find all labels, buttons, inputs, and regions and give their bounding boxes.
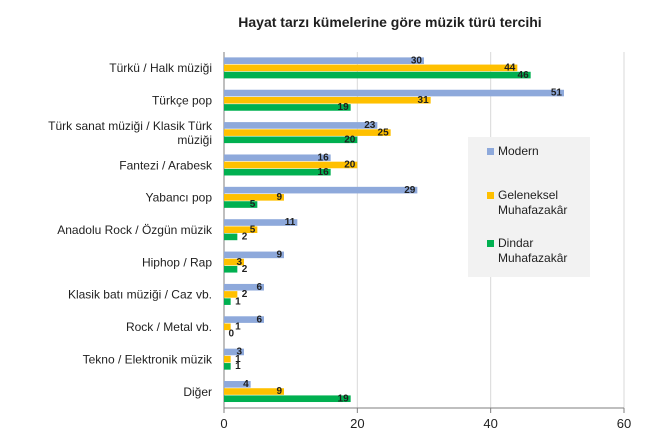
bar-9-series-2 [224,323,231,331]
bar-8-series-1 [224,283,264,291]
value-label-8-1: 6 [256,282,262,293]
bar-9-series-1 [224,316,264,323]
value-label-9-1: 6 [256,314,262,325]
value-label-5-2: 9 [276,192,282,203]
category-label-3: Türk sanat müziği / Klasik Türk müziği [48,119,213,147]
bar-5-series-3 [224,201,258,208]
value-label-9-3: 0 [228,329,234,340]
legend-swatch-2 [487,192,494,199]
value-label-8-2: 2 [242,289,248,300]
legend-label-1: Modern [498,144,539,158]
value-label-9-2: 1 [235,321,241,332]
bar-1-series-1 [224,57,424,64]
category-label-6: Anadolu Rock / Özgün müzik [57,223,213,237]
value-label-10-2: 1 [235,354,241,365]
bar-8-series-2 [224,291,238,298]
x-axis: 0 20 40 60 [220,407,631,431]
value-label-11-3: 19 [338,393,350,404]
value-label-7-2: 3 [236,257,242,268]
category-label-4: Fantezi / Arabesk [119,158,213,172]
x-tick-label-20: 20 [350,416,364,431]
value-label-2-3: 19 [338,102,350,113]
value-label-5-3: 5 [250,199,256,210]
bar-4-series-1 [224,154,331,162]
category-labels: Türkü / Halk müziği Türkçe pop Türk sanat … [48,61,213,399]
bar-6-series-3 [224,233,238,241]
value-label-1-1: 30 [411,55,423,66]
bar-4-series-3 [224,168,331,176]
value-label-10-1: 3 [236,347,242,358]
category-label-8: Klasik batı müziği / Caz vb. [68,288,212,302]
bar-1-series-2 [224,64,518,72]
bar-5-series-2 [224,194,284,201]
value-label-7-3: 2 [242,264,248,275]
value-label-3-3: 20 [344,135,356,146]
bar-2-series-1 [224,89,564,97]
value-label-10-3: 1 [235,361,241,372]
bar-1-series-3 [224,71,531,79]
value-label-11-1: 4 [243,379,249,390]
x-tick-label-40: 40 [483,416,497,431]
chart-title: Hayat tarzı kümelerine göre müzik türü t… [238,14,541,30]
bar-11-series-3 [224,395,351,403]
value-label-3-1: 23 [364,120,376,131]
bar-3-series-3 [224,136,358,144]
x-tick-label-60: 60 [617,416,631,431]
bar-4-series-2 [224,161,358,169]
legend-box [468,137,590,277]
bar-10-series-2 [224,355,231,363]
bar-5-series-1 [224,186,418,194]
category-label-10: Tekno / Elektronik müzik [83,352,213,366]
value-label-11-2: 9 [276,386,282,397]
value-label-5-1: 29 [404,185,416,196]
bar-7-series-2 [224,258,244,266]
legend-swatch-1 [487,148,494,155]
bar-10-series-1 [224,348,244,356]
value-label-4-3: 16 [318,167,330,178]
bar-8-series-3 [224,298,231,305]
value-label-6-3: 2 [242,232,248,243]
bar-7-series-3 [224,265,238,273]
bar-2-series-2 [224,96,431,104]
category-label-7: Hiphop / Rap [142,255,212,269]
value-label-1-2: 44 [504,63,516,74]
bar-11-series-1 [224,381,251,388]
x-tick-label-0: 0 [220,416,227,431]
bar-6-series-2 [224,226,258,233]
legend-label-3: Dindar Muhafazakâr [498,236,567,265]
value-label-8-3: 1 [235,296,241,307]
value-labels: 3044465131192325201620162995115293262161… [228,55,562,404]
bar-10-series-3 [224,363,231,370]
bars [224,57,564,403]
bar-6-series-1 [224,219,298,226]
bar-2-series-3 [224,104,351,111]
category-label-5: Yabancı pop [146,191,213,205]
category-label-1: Türkü / Halk müziği [109,61,212,75]
value-label-3-2: 25 [378,127,390,138]
value-label-4-2: 20 [344,160,356,171]
category-label-11: Diğer [183,385,212,399]
bar-11-series-2 [224,388,284,395]
bar-7-series-1 [224,251,284,259]
legend-label-2: Geleneksel Muhafazakâr [498,188,567,217]
value-label-6-1: 11 [285,217,296,228]
legend: Modern Geleneksel Muhafazakâr Dindar Muhafaz… [468,137,590,277]
value-label-2-2: 31 [418,95,430,106]
category-label-9: Rock / Metal vb. [126,320,212,334]
value-label-6-2: 5 [250,224,256,235]
value-label-4-1: 16 [318,152,330,163]
value-label-1-3: 46 [518,70,530,81]
value-label-2-1: 51 [551,88,563,99]
legend-swatch-3 [487,240,494,247]
bar-3-series-2 [224,129,391,136]
category-label-2: Türkçe pop [152,94,212,108]
value-label-7-1: 9 [276,250,282,261]
bar-3-series-1 [224,122,378,129]
